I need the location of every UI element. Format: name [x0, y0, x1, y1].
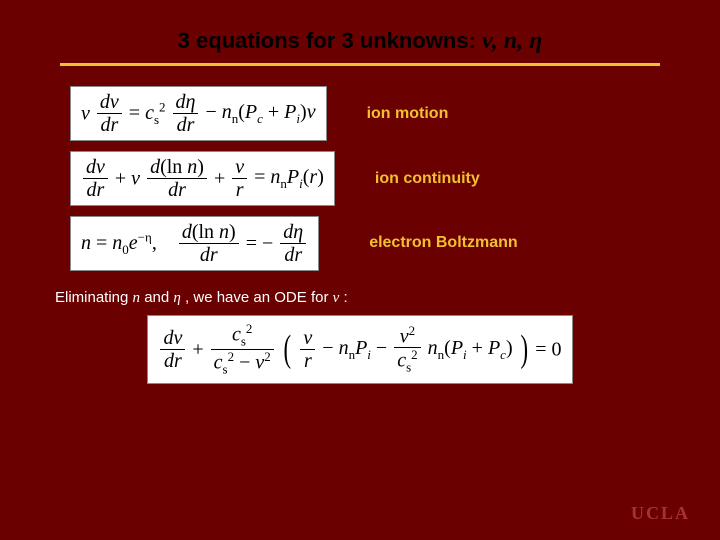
title-underline [60, 63, 660, 66]
eliminating-note: Eliminating n and η , we have an ODE for… [55, 289, 720, 307]
note-t2: and [140, 289, 173, 306]
equation-row-ion-continuity: dvdr + v d(ln n)dr + vr = nnPi(r) ion co… [70, 151, 720, 206]
equation-row-ion-motion: v dvdr = cs2 dηdr − nn(Pc + Pi)v ion mot… [70, 86, 720, 141]
equation-final-ode: dvdr + cs2cs2 − v2 ( vr − nnPi − v2cs2 n… [147, 315, 572, 384]
equation-ion-continuity: dvdr + v d(ln n)dr + vr = nnPi(r) [70, 151, 335, 206]
equation-row-final-ode: dvdr + cs2cs2 − v2 ( vr − nnPi − v2cs2 n… [0, 315, 720, 384]
ucla-logo: UCLA [631, 503, 690, 524]
label-ion-motion: ion motion [367, 105, 449, 123]
note-t3: , we have an ODE for [181, 289, 333, 306]
note-t1: Eliminating [55, 289, 133, 306]
label-ion-continuity: ion continuity [375, 170, 480, 188]
equation-ion-motion: v dvdr = cs2 dηdr − nn(Pc + Pi)v [70, 86, 327, 141]
title-vars: v, n, η [482, 28, 542, 54]
note-t4: : [339, 289, 347, 306]
equation-row-electron-boltzmann: n = n0e−η, d(ln n)dr = − dηdr electron B… [70, 216, 720, 271]
slide-title: 3 equations for 3 unknowns: v, n, η [0, 0, 720, 63]
equation-electron-boltzmann: n = n0e−η, d(ln n)dr = − dηdr [70, 216, 319, 271]
note-v2: η [173, 290, 180, 306]
note-v1: n [133, 290, 141, 306]
title-prefix: 3 equations for 3 unknowns: [178, 28, 482, 53]
label-electron-boltzmann: electron Boltzmann [369, 233, 517, 254]
